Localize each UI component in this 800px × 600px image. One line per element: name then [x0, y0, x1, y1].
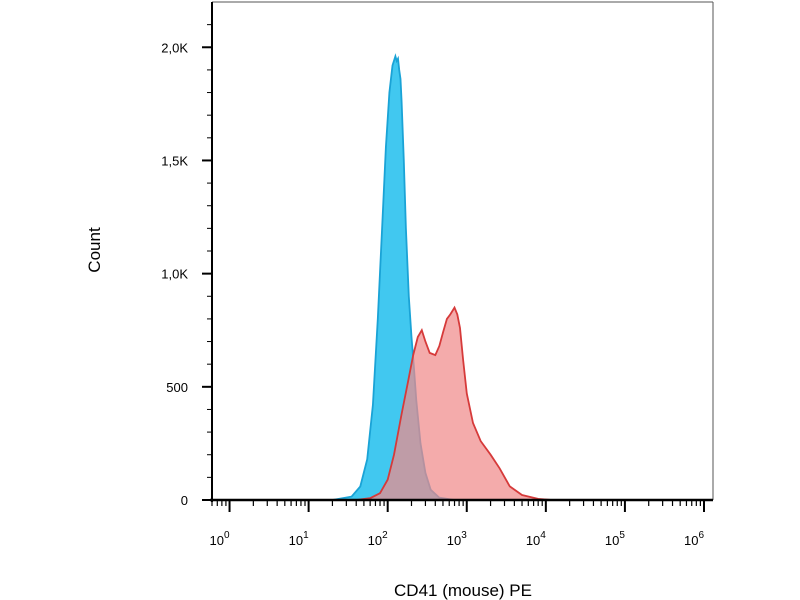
x-axis: 100 101 102 103 104 105 106 [210, 500, 705, 548]
x-tick-label: 100 [210, 530, 230, 548]
x-tick-label: 104 [526, 530, 546, 548]
y-tick-label: 1,0K [161, 267, 188, 282]
x-tick-label: 102 [368, 530, 388, 548]
cd41-stained-series-area [229, 307, 704, 500]
series-layer [229, 53, 704, 501]
cd41-stained-series-line [229, 305, 704, 501]
x-tick-label: 106 [684, 530, 704, 548]
x-tick-label: 103 [447, 530, 467, 548]
x-axis-title: CD41 (mouse) PE [394, 581, 532, 600]
x-tick-label: 105 [605, 530, 625, 548]
x-tick-label: 101 [289, 530, 309, 548]
y-tick-label: 1,5K [161, 153, 188, 168]
y-tick-label: 2,0K [161, 40, 188, 55]
y-axis: 0 500 1,0K 1,5K 2,0K [161, 24, 212, 508]
y-tick-label: 500 [166, 380, 188, 395]
y-tick-label: 0 [181, 493, 188, 508]
y-axis-title: Count [85, 227, 104, 273]
plot-frame [210, 1, 714, 502]
